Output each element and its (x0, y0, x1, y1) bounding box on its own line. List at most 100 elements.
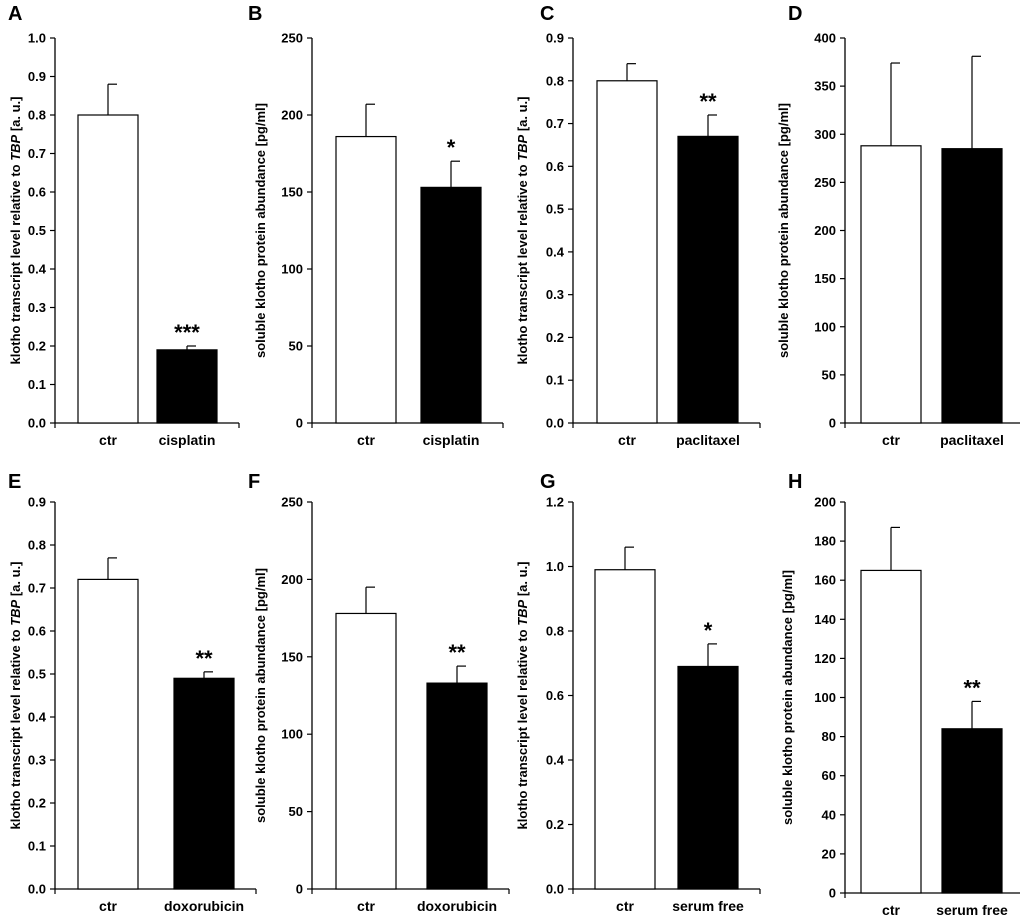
y-tick-label: 0.5 (546, 202, 564, 217)
y-tick-label: 250 (814, 175, 836, 190)
category-label: ctr (99, 432, 117, 448)
category-label: ctr (99, 898, 117, 914)
panel-letter: G (540, 471, 556, 493)
y-tick-label: 0.5 (28, 667, 46, 682)
y-tick-label: 0.7 (546, 116, 564, 131)
category-label: paclitaxel (676, 432, 740, 448)
significance-label: ** (699, 89, 717, 114)
y-tick-label: 0.2 (28, 796, 46, 811)
y-tick-label: 400 (814, 31, 836, 46)
bar-treatment (420, 186, 482, 424)
panel-letter: B (248, 3, 262, 25)
bar-treatment (941, 148, 1003, 424)
panel-letter: D (788, 3, 802, 25)
panel-h: H 0 20 40 60 80 100 120 140 160 180 200 soluble klot… (780, 471, 1020, 918)
y-axis-label: klotho transcript level relative to TBP … (8, 96, 23, 364)
category-label: ctr (616, 898, 634, 914)
bar-control (77, 578, 139, 890)
y-tick-label: 0.6 (546, 688, 564, 703)
category-label: cisplatin (159, 432, 216, 448)
panel-e: E 0.0 0.1 0.2 0.3 0.4 0.5 0.6 0.7 0.8 0.9 klotho tr… (8, 471, 257, 914)
y-tick-label: 250 (281, 31, 303, 46)
y-tick-label: 20 (822, 846, 836, 861)
panel-c: C 0.0 0.1 0.2 0.3 0.4 0.5 0.6 0.7 0.8 0.9 klotho tr… (515, 3, 761, 448)
y-tick-label: 0.0 (546, 416, 564, 431)
y-tick-label: 0.0 (28, 882, 46, 897)
bar-treatment (677, 665, 739, 890)
y-tick-label: 50 (289, 339, 303, 354)
significance-label: ** (963, 675, 981, 700)
y-tick-label: 0.4 (546, 753, 565, 768)
category-label: ctr (882, 902, 900, 918)
bar-treatment (677, 135, 739, 424)
y-axis-label: soluble klotho protein abundance [pg/ml] (253, 568, 268, 823)
y-tick-label: 0.0 (28, 416, 46, 431)
panel-letter: H (788, 471, 802, 493)
y-tick-label: 0.6 (546, 159, 564, 174)
category-label: paclitaxel (940, 432, 1004, 448)
y-tick-label: 0.4 (28, 710, 47, 725)
bar-control (860, 145, 922, 424)
y-tick-label: 0.8 (28, 538, 46, 553)
y-tick-label: 50 (822, 367, 836, 382)
y-axis-label: klotho transcript level relative to TBP … (515, 96, 530, 364)
y-tick-label: 100 (281, 727, 303, 742)
y-tick-label: 0.5 (28, 223, 46, 238)
category-label: serum free (936, 902, 1008, 918)
panel-letter: E (8, 471, 21, 493)
y-tick-label: 180 (814, 534, 836, 549)
y-tick-label: 100 (814, 690, 836, 705)
y-tick-label: 350 (814, 79, 836, 94)
y-axis-label: soluble klotho protein abundance [pg/ml] (776, 103, 791, 358)
y-tick-label: 0.4 (546, 244, 565, 259)
y-tick-label: 0.2 (28, 339, 46, 354)
y-tick-label: 150 (281, 185, 303, 200)
y-tick-label: 0.9 (546, 31, 564, 46)
y-tick-label: 0.7 (28, 146, 46, 161)
panel-letter: A (8, 3, 22, 25)
significance-label: * (704, 618, 713, 643)
panel-d: D 0 50 100 150 200 250 300 350 400 soluble klotho … (776, 3, 1020, 448)
category-label: ctr (357, 898, 375, 914)
y-tick-label: 60 (822, 768, 836, 783)
y-tick-label: 0.8 (546, 624, 564, 639)
significance-label: *** (174, 320, 200, 345)
y-tick-label: 0.3 (546, 287, 564, 302)
y-tick-label: 0.9 (28, 69, 46, 84)
y-tick-label: 150 (814, 271, 836, 286)
category-label: ctr (357, 432, 375, 448)
y-tick-label: 150 (281, 649, 303, 664)
bar-control (335, 135, 397, 424)
y-tick-label: 0.6 (28, 624, 46, 639)
y-tick-label: 100 (281, 262, 303, 277)
panel-letter: C (540, 3, 554, 25)
y-tick-label: 0.3 (28, 300, 46, 315)
y-tick-label: 0.2 (546, 330, 564, 345)
y-tick-label: 0.4 (28, 262, 47, 277)
y-axis-label: soluble klotho protein abundance [pg/ml] (780, 570, 795, 825)
category-label: serum free (672, 898, 744, 914)
y-axis-label: klotho transcript level relative to TBP … (8, 561, 23, 829)
panel-letter: F (248, 471, 260, 493)
bar-treatment (941, 728, 1003, 894)
y-tick-label: 0 (829, 886, 836, 901)
bar-control (596, 80, 658, 424)
y-axis-label: klotho transcript level relative to TBP … (515, 561, 530, 829)
y-tick-label: 200 (281, 108, 303, 123)
y-tick-label: 0.2 (546, 817, 564, 832)
y-tick-label: 200 (281, 572, 303, 587)
category-label: ctr (618, 432, 636, 448)
y-tick-label: 140 (814, 612, 836, 627)
y-tick-label: 1.0 (546, 559, 564, 574)
y-tick-label: 0.8 (546, 73, 564, 88)
y-tick-label: 0 (296, 882, 303, 897)
bar-control (594, 569, 656, 890)
y-tick-label: 200 (814, 223, 836, 238)
panel-b: B 0 50 100 150 200 250 soluble klotho protein a… (248, 3, 504, 448)
y-tick-label: 1.0 (28, 31, 46, 46)
panel-g: G 0.0 0.2 0.4 0.6 0.8 1.0 1.2 klotho transcript … (515, 471, 761, 914)
y-tick-label: 200 (814, 495, 836, 510)
y-axis-label: soluble klotho protein abundance [pg/ml] (253, 103, 268, 358)
y-tick-label: 0.1 (28, 377, 46, 392)
